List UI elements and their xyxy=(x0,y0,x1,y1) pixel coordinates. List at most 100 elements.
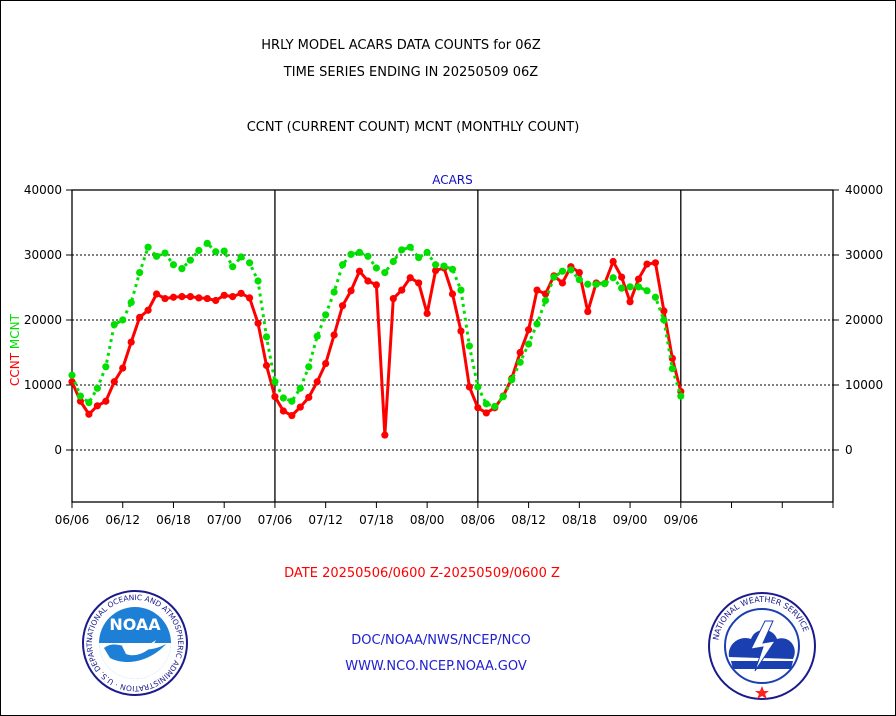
chart-title-line1: HRLY MODEL ACARS DATA COUNTS for 06Z xyxy=(261,38,541,53)
y-tick-label-right: 20000 xyxy=(845,313,883,327)
x-tick-label: 09/00 xyxy=(613,513,648,527)
data-point-mcnt xyxy=(229,263,237,271)
data-point-ccnt xyxy=(152,290,161,298)
y-tick-label-right: 0 xyxy=(845,443,853,457)
data-point-ccnt xyxy=(110,378,118,386)
data-point-ccnt xyxy=(372,281,380,289)
data-point-mcnt xyxy=(279,394,287,402)
data-point-mcnt xyxy=(516,358,524,366)
data-point-mcnt xyxy=(305,363,313,371)
data-point-ccnt xyxy=(482,409,490,417)
org-label: DOC/NOAA/NWS/NCEP/NCO xyxy=(351,633,531,648)
y-tick-label-left: 40000 xyxy=(24,183,62,197)
x-tick-label: 08/18 xyxy=(562,513,597,527)
data-point-ccnt xyxy=(558,279,567,287)
data-point-ccnt xyxy=(322,359,330,368)
data-point-mcnt xyxy=(144,243,152,251)
data-point-ccnt xyxy=(618,273,626,281)
data-point-ccnt xyxy=(178,293,186,301)
data-point-mcnt xyxy=(584,280,592,288)
data-point-ccnt xyxy=(212,296,220,305)
data-point-ccnt xyxy=(144,306,152,314)
data-point-ccnt xyxy=(330,331,338,339)
data-point-ccnt xyxy=(271,393,279,401)
data-point-ccnt xyxy=(229,293,237,301)
y-tick-label-left: 0 xyxy=(54,443,62,457)
x-tick-label: 09/06 xyxy=(664,513,699,527)
data-point-mcnt xyxy=(76,392,85,400)
data-point-ccnt xyxy=(186,293,194,301)
data-point-mcnt xyxy=(651,293,660,301)
data-point-ccnt xyxy=(127,338,135,346)
data-point-ccnt xyxy=(448,290,457,298)
data-point-ccnt xyxy=(355,267,364,275)
data-point-mcnt xyxy=(423,248,431,256)
data-point-mcnt xyxy=(313,332,321,340)
x-tick-label: 08/00 xyxy=(410,513,445,527)
data-point-ccnt xyxy=(76,397,85,405)
website-link[interactable]: WWW.NCO.NCEP.NOAA.GOV xyxy=(345,659,527,674)
data-point-mcnt xyxy=(85,398,93,407)
data-point-ccnt xyxy=(533,286,541,294)
data-point-mcnt xyxy=(634,283,643,291)
data-point-ccnt xyxy=(474,404,482,412)
x-tick-label: 07/12 xyxy=(308,513,343,527)
data-point-mcnt xyxy=(102,363,110,371)
data-point-mcnt xyxy=(533,320,541,328)
data-point-ccnt xyxy=(465,383,474,391)
data-point-mcnt xyxy=(330,288,338,296)
x-tick-label: 06/06 xyxy=(55,513,90,527)
data-point-mcnt xyxy=(398,246,406,254)
y-axis-label: CCNT MCNT xyxy=(8,313,22,386)
data-point-mcnt xyxy=(237,253,245,261)
data-point-ccnt xyxy=(195,294,203,302)
data-point-mcnt xyxy=(296,384,304,392)
data-point-ccnt xyxy=(609,257,617,266)
data-point-ccnt xyxy=(660,307,668,315)
data-point-ccnt xyxy=(262,361,271,370)
data-point-mcnt xyxy=(169,261,178,269)
data-point-ccnt xyxy=(584,307,592,316)
x-tick-label: 06/12 xyxy=(105,513,140,527)
y-tick-label-left: 30000 xyxy=(24,248,62,262)
data-point-mcnt xyxy=(288,397,296,405)
y-axis-label-ccnt: CCNT xyxy=(8,352,22,386)
data-point-mcnt xyxy=(68,371,76,379)
data-point-ccnt xyxy=(431,267,440,275)
data-point-mcnt xyxy=(431,261,440,269)
data-point-mcnt xyxy=(364,252,372,260)
x-tick-label: 08/06 xyxy=(461,513,496,527)
data-point-mcnt xyxy=(212,248,220,256)
data-point-mcnt xyxy=(389,257,397,266)
data-point-ccnt xyxy=(288,411,296,420)
data-point-mcnt xyxy=(136,268,144,277)
data-point-mcnt xyxy=(372,264,380,272)
data-point-mcnt xyxy=(474,383,482,391)
data-point-mcnt xyxy=(119,316,127,324)
data-point-ccnt xyxy=(423,309,431,318)
data-point-ccnt xyxy=(525,326,533,334)
data-point-ccnt xyxy=(347,287,355,295)
data-point-ccnt xyxy=(398,286,406,294)
data-point-mcnt xyxy=(660,316,668,324)
y-tick-label-left: 10000 xyxy=(24,378,62,392)
data-point-mcnt xyxy=(482,400,490,408)
data-point-mcnt xyxy=(457,286,465,294)
data-point-ccnt xyxy=(161,294,169,303)
data-point-mcnt xyxy=(381,268,389,277)
data-point-ccnt xyxy=(279,407,287,415)
data-point-ccnt xyxy=(389,294,397,303)
data-point-ccnt xyxy=(220,291,228,299)
data-point-ccnt xyxy=(516,348,524,357)
data-point-mcnt xyxy=(618,284,626,292)
noaa-logo: NOAA NATIONAL OCEANIC AND ATMOSPHERIC AD… xyxy=(80,588,188,696)
y-tick-label-left: 20000 xyxy=(24,313,62,327)
data-point-ccnt xyxy=(626,298,634,306)
data-point-ccnt xyxy=(119,364,127,372)
data-point-ccnt xyxy=(457,327,465,335)
data-point-ccnt xyxy=(136,313,144,321)
nws-logo: NATIONAL WEATHER SERVICE xyxy=(708,592,816,700)
data-point-mcnt xyxy=(203,239,211,247)
data-point-ccnt xyxy=(364,277,372,285)
